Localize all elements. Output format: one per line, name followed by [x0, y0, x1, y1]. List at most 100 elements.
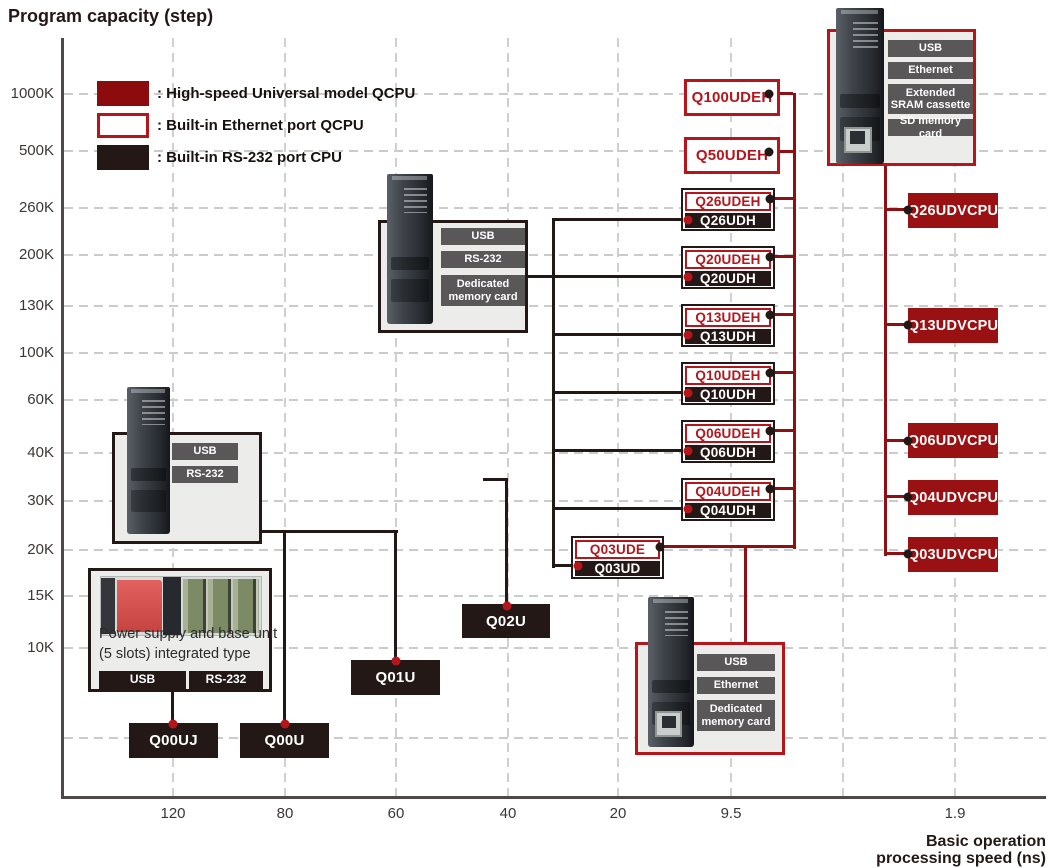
connector-dot	[903, 320, 913, 330]
legend-swatch-rs232-cpu	[97, 145, 149, 170]
y-tick-label: 500K	[18, 142, 54, 159]
gridline-horizontal	[64, 549, 1046, 551]
power-supply-image	[117, 579, 162, 633]
gridline-vertical	[172, 38, 174, 796]
x-axis-line	[61, 796, 1046, 799]
plc-module-image-top-middle	[387, 174, 433, 324]
connector-dot	[764, 147, 774, 157]
model-box-q50udeh: Q50UDEH	[684, 137, 780, 174]
connector-dot	[903, 549, 913, 559]
connector-line	[552, 564, 578, 567]
connector-line	[483, 478, 508, 481]
connector-line	[659, 545, 796, 548]
feature-tag: USB	[99, 671, 186, 689]
connector-dot	[765, 484, 775, 494]
gridline-vertical	[395, 38, 397, 796]
x-tick-label: 40	[499, 805, 517, 822]
connector-line	[505, 478, 508, 606]
gridline-vertical	[617, 38, 619, 796]
legend-label: : Built-in RS-232 port CPU	[157, 149, 343, 166]
module-detail	[131, 389, 165, 393]
connector-dot	[765, 310, 775, 320]
model-pair-box: Q20UDEH Q20UDH	[681, 246, 775, 289]
ethernet-port-icon	[655, 711, 683, 737]
page-title: Program capacity (step)	[8, 6, 214, 26]
feature-tag: RS-232	[189, 671, 263, 689]
gridline-horizontal	[64, 93, 1046, 95]
connector-line	[772, 197, 793, 200]
connector-line	[770, 92, 793, 95]
y-tick-label: 100K	[18, 344, 54, 361]
module-detail	[391, 256, 429, 270]
model-box-q06udeh: Q06UDEH	[685, 424, 771, 443]
connector-line	[772, 371, 793, 374]
y-tick-label: 20K	[27, 541, 54, 558]
y-tick-label: 1000K	[10, 85, 54, 102]
gridline-horizontal	[64, 452, 1046, 454]
model-box-q00u: Q00U	[240, 723, 329, 758]
feature-tag: USB	[888, 40, 973, 57]
feature-tag: RS-232	[441, 251, 525, 268]
feature-tag: USB	[441, 228, 525, 245]
model-box-q26udeh: Q26UDEH	[685, 192, 771, 211]
connector-dot	[903, 492, 913, 502]
y-tick-label: 200K	[18, 246, 54, 263]
model-box-q04udvcpu: Q04UDVCPU	[908, 480, 998, 515]
model-box-q03ud: Q03UD	[575, 561, 660, 576]
module-detail	[130, 467, 167, 482]
connector-line	[884, 552, 908, 555]
connector-line	[552, 218, 686, 221]
connector-dot	[502, 601, 512, 611]
module-detail	[840, 10, 879, 15]
y-tick-label: 30K	[27, 492, 54, 509]
feature-tag: USB	[172, 443, 238, 460]
connector-dot	[764, 89, 774, 99]
gridline-horizontal	[64, 305, 1046, 307]
y-tick-label: 15K	[27, 587, 54, 604]
connector-dot	[168, 719, 178, 729]
gridline-vertical	[954, 38, 956, 796]
legend-label: : Built-in Ethernet port QCPU	[157, 117, 364, 134]
y-tick-label: 40K	[27, 444, 54, 461]
x-axis-label-line2: processing speed (ns)	[876, 850, 1046, 868]
plc-module-image-top-right	[836, 8, 884, 164]
model-pair-box: Q03UDE Q03UD	[571, 536, 664, 579]
model-box-q00uj: Q00UJ	[129, 723, 218, 758]
gridline-vertical	[730, 38, 732, 796]
connector-dot	[765, 252, 775, 262]
legend-swatch-ethernet-qcpu	[97, 113, 149, 138]
power-base-caption-line2: (5 slots) integrated type	[99, 646, 251, 662]
gridline-horizontal	[64, 737, 1046, 739]
connector-line	[793, 93, 796, 549]
connector-line	[884, 323, 908, 326]
gridline-vertical	[284, 38, 286, 796]
feature-tag: Ethernet	[697, 677, 775, 694]
x-tick-label: 20	[609, 805, 627, 822]
x-tick-label: 60	[387, 805, 405, 822]
module-detail	[391, 176, 428, 180]
module-detail	[130, 489, 167, 512]
connector-line	[884, 166, 887, 556]
y-axis-line	[61, 38, 64, 799]
feature-tag: USB	[697, 654, 775, 671]
connector-line	[772, 429, 793, 432]
x-axis-label: Basic operation processing speed (ns)	[876, 833, 1046, 868]
io-module-image	[101, 578, 116, 634]
model-box-q13udeh: Q13UDEH	[685, 308, 771, 327]
connector-line	[770, 150, 793, 153]
power-base-image	[100, 576, 262, 636]
model-box-q20udh: Q20UDH	[685, 271, 771, 286]
model-box-q10udh: Q10UDH	[685, 387, 771, 402]
connector-line	[552, 449, 686, 452]
connector-dot	[765, 368, 775, 378]
module-detail	[142, 400, 165, 426]
connector-dot	[683, 330, 693, 340]
connector-dot	[765, 194, 775, 204]
connector-dot	[903, 436, 913, 446]
connector-line	[884, 439, 908, 442]
model-box-q06udh: Q06UDH	[685, 445, 771, 460]
y-tick-label: 60K	[27, 391, 54, 408]
x-tick-label: 80	[276, 805, 294, 822]
plc-module-image-bottom-middle	[648, 597, 694, 747]
model-box-q03ude: Q03UDE	[575, 540, 660, 559]
